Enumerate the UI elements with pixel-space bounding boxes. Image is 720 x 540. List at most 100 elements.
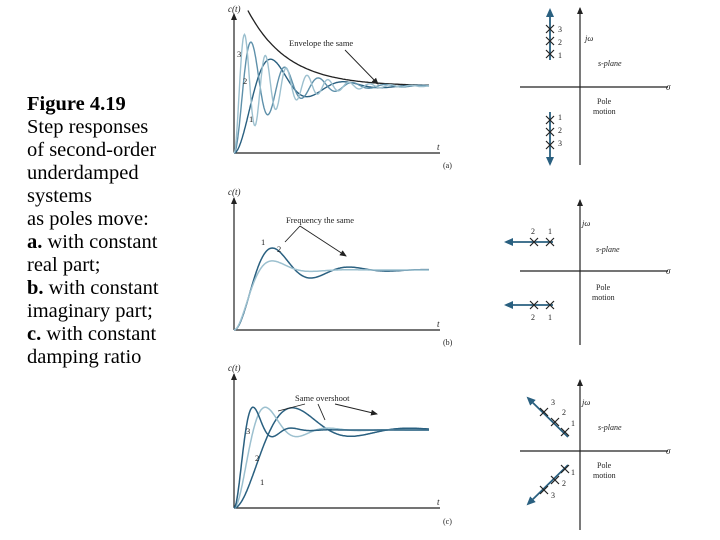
figure-caption: Figure 4.19 Step responses of second-ord… xyxy=(27,93,202,369)
panel-c-curve-label: 2 xyxy=(255,453,259,463)
panel-b-jw-label: jω xyxy=(581,218,590,228)
panel-c-xlabel: t xyxy=(437,497,440,507)
panel-b-splane: jω σ s-plane Pole motion 2 1 2 1 xyxy=(504,199,671,345)
pole-x-marker xyxy=(545,115,555,125)
caption-title: Figure 4.19 xyxy=(27,93,126,115)
pole-x-marker xyxy=(529,237,539,247)
panel-c-pole-label: 1 xyxy=(571,468,575,477)
panel-b-pole-label: 1 xyxy=(548,313,552,322)
panel-c-annotation-arrow xyxy=(334,403,378,416)
panel-a-curve-label: 3 xyxy=(237,49,241,59)
panel-a-xlabel: t xyxy=(437,142,440,152)
panel-a-pole-label: 2 xyxy=(558,38,562,47)
panel-a-pole-label: 1 xyxy=(558,113,562,122)
pole-x-marker xyxy=(539,485,549,495)
panel-a-jw-label: jω xyxy=(584,33,593,43)
panel-a-tag: (a) xyxy=(443,161,452,170)
panel-b-annotation-arrow xyxy=(299,225,347,257)
panel-c-pole-label: 3 xyxy=(551,491,555,500)
pole-x-marker xyxy=(545,127,555,137)
panel-c-annotation-leader xyxy=(277,403,306,412)
panel-c-pole-label: 1 xyxy=(571,419,575,428)
panel-c-pole-motion-arrow xyxy=(526,396,569,438)
caption-a-label: a. xyxy=(27,231,43,253)
panel-a: c(t) t (a) Envelope the same 1 2 3 jω σ … xyxy=(228,4,671,170)
caption-line: systems xyxy=(27,185,92,207)
pole-x-marker xyxy=(545,24,555,34)
panel-a-curve-label: 2 xyxy=(243,76,247,86)
panel-a-curve-label: 1 xyxy=(249,114,253,124)
panel-b-splane-label: s-plane xyxy=(596,245,620,254)
pole-x-marker xyxy=(545,300,555,310)
panel-c-pole-markers xyxy=(539,407,570,495)
panel-a-annotation: Envelope the same xyxy=(289,38,353,48)
panel-a-envelope-curve xyxy=(247,10,429,86)
panel-b-pole-label: 2 xyxy=(531,313,535,322)
panel-a-pole-label: 3 xyxy=(558,25,562,34)
panel-b-tag: (b) xyxy=(443,338,453,347)
panel-b-ylabel: c(t) xyxy=(228,187,241,197)
panel-c-annotation-leader xyxy=(317,403,326,421)
panel-c-curve-label: 3 xyxy=(246,426,250,436)
pole-x-marker xyxy=(529,300,539,310)
panel-c-axes: c(t) t (c) xyxy=(228,363,452,526)
panel-a-pole-label: 1 xyxy=(558,51,562,60)
pole-x-marker xyxy=(545,36,555,46)
panel-c-jw-label: jω xyxy=(581,397,590,407)
pole-x-marker xyxy=(560,464,570,474)
panel-c-splane: jω σ s-plane Pole motion 3 2 1 1 2 3 xyxy=(520,379,671,530)
panel-c-curve-label: 1 xyxy=(260,477,264,487)
caption-c-label: c. xyxy=(27,323,42,345)
caption-b-text2: imaginary part; xyxy=(27,300,153,322)
panel-c-annotation: Same overshoot xyxy=(295,393,350,403)
panel-b-response-curve xyxy=(233,247,429,331)
pole-x-marker xyxy=(550,417,560,427)
caption-a-text2: real part; xyxy=(27,254,101,276)
panel-a-ylabel: c(t) xyxy=(228,4,241,14)
panel-b-curve-label: 1 xyxy=(261,237,265,247)
caption-line: as poles move: xyxy=(27,208,149,230)
panel-a-splane: jω σ s-plane Pole motion 3 2 1 1 2 3 xyxy=(520,7,671,166)
panel-a-motion-label: Pole xyxy=(597,97,612,106)
panel-a-motion-label: motion xyxy=(593,107,616,116)
caption-c-text: with constant xyxy=(41,323,157,345)
panel-b-motion-label: motion xyxy=(592,293,615,302)
panel-b-annotation: Frequency the same xyxy=(286,215,354,225)
panel-c-response-curve xyxy=(233,406,429,509)
caption-line: of second-order xyxy=(27,139,157,161)
panel-c-splane-label: s-plane xyxy=(598,423,622,432)
panel-c-motion-label: motion xyxy=(593,471,616,480)
caption-line: Step responses xyxy=(27,116,149,138)
panel-a-pole-markers xyxy=(545,24,555,150)
panel-b-pole-label: 1 xyxy=(548,227,552,236)
panel-b-response-curve xyxy=(233,260,429,331)
panel-a-response-curve xyxy=(233,32,430,154)
panel-c-tag: (c) xyxy=(443,517,452,526)
caption-line: underdamped xyxy=(27,162,139,184)
panel-b-curve-label: 2 xyxy=(277,244,281,254)
panel-b-axes: c(t) t (b) xyxy=(228,187,453,347)
panel-a-pole-label: 2 xyxy=(558,126,562,135)
panel-b: c(t) t (b) Frequency the same 1 2 jω σ s… xyxy=(228,187,671,347)
pole-x-marker xyxy=(545,49,555,59)
panel-c-motion-label: Pole xyxy=(597,461,612,470)
pole-x-marker xyxy=(545,237,555,247)
panel-a-axes: c(t) t (a) xyxy=(228,4,452,170)
panel-c-sigma-label: σ xyxy=(666,446,671,456)
panel-c-pole-label: 2 xyxy=(562,479,566,488)
panel-c-ylabel: c(t) xyxy=(228,363,241,373)
panel-c-pole-label: 3 xyxy=(551,398,555,407)
panel-a-sigma-label: σ xyxy=(666,82,671,92)
pole-x-marker xyxy=(545,140,555,150)
caption-b-text: with constant xyxy=(43,277,159,299)
panel-b-pole-label: 2 xyxy=(531,227,535,236)
panel-b-sigma-label: σ xyxy=(666,266,671,276)
panel-b-pole-markers xyxy=(529,237,555,310)
panel-a-splane-label: s-plane xyxy=(598,59,622,68)
panel-c-response-curve xyxy=(233,406,429,509)
panel-a-annotation-arrow xyxy=(344,49,379,85)
caption-a-text: with constant xyxy=(42,231,158,253)
caption-b-label: b. xyxy=(27,277,44,299)
pole-x-marker xyxy=(550,475,560,485)
